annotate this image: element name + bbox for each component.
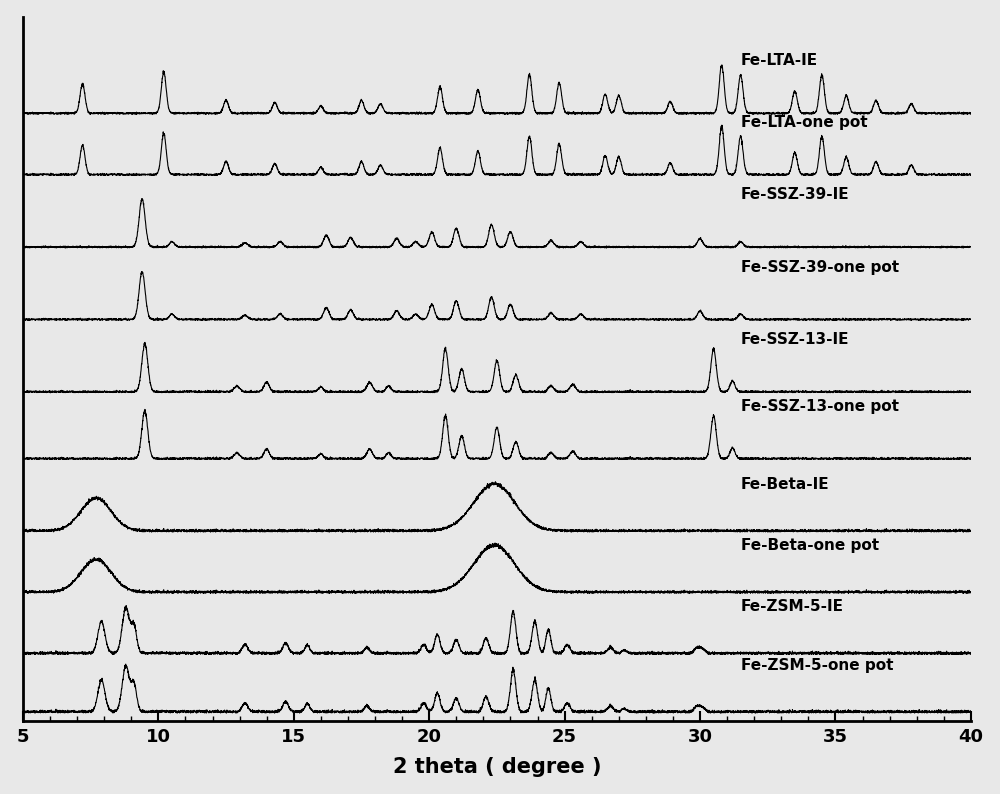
X-axis label: 2 theta ( degree ): 2 theta ( degree ) (393, 757, 601, 777)
Text: Fe-SSZ-39-one pot: Fe-SSZ-39-one pot (741, 260, 899, 275)
Text: Fe-LTA-IE: Fe-LTA-IE (741, 53, 818, 68)
Text: Fe-ZSM-5-IE: Fe-ZSM-5-IE (741, 599, 844, 615)
Text: Fe-ZSM-5-one pot: Fe-ZSM-5-one pot (741, 657, 893, 673)
Text: Fe-Beta-IE: Fe-Beta-IE (741, 476, 829, 491)
Text: Fe-SSZ-13-one pot: Fe-SSZ-13-one pot (741, 399, 899, 414)
Text: Fe-SSZ-39-IE: Fe-SSZ-39-IE (741, 187, 849, 202)
Text: Fe-SSZ-13-IE: Fe-SSZ-13-IE (741, 332, 849, 347)
Text: Fe-Beta-one pot: Fe-Beta-one pot (741, 538, 879, 553)
Text: Fe-LTA-one pot: Fe-LTA-one pot (741, 115, 867, 129)
